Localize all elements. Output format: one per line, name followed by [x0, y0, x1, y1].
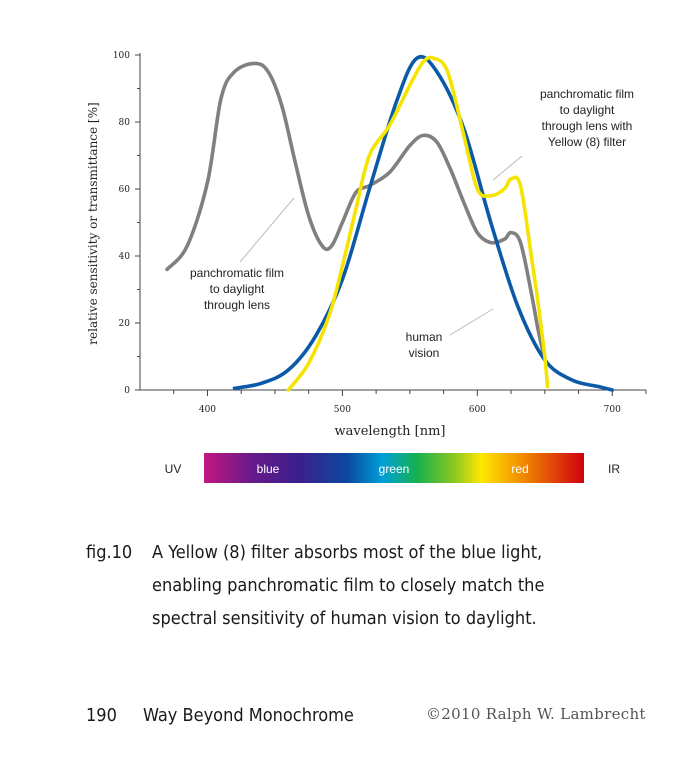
yellow-filter-annotation-line: panchromatic film [540, 87, 634, 101]
yellow-filter-leader [492, 155, 523, 181]
spectrum-label-blue: blue [257, 462, 280, 476]
page-number: 190 [86, 705, 117, 726]
spectrum-label-green: green [379, 462, 410, 476]
x-tick-label: 500 [334, 405, 351, 415]
ir-label: IR [608, 462, 620, 476]
spectrum-gradient [204, 453, 584, 483]
axes: 0 20 40 60 80 100 400 500 600 700 wavelength [nm] r… [86, 51, 647, 439]
x-tick-label: 400 [199, 405, 216, 415]
y-tick-label: 20 [119, 319, 131, 329]
panchromatic-annotation-line: panchromatic film [190, 266, 284, 280]
caption-line-3: spectral sensitivity of human vision to … [152, 608, 537, 629]
yellow-filter-annotation-line: through lens with [542, 119, 633, 133]
x-tick-label: 600 [469, 405, 486, 415]
series-layer [165, 54, 615, 392]
human-vision-leader [449, 308, 494, 336]
y-tick-label: 40 [119, 252, 131, 262]
spectrum-label-red: red [511, 462, 528, 476]
panchromatic-annotation-line: to daylight [210, 282, 265, 296]
human-vision-annotation-line: vision [409, 346, 440, 360]
caption-line-1: A Yellow (8) filter absorbs most of the … [152, 542, 543, 563]
y-tick-label: 0 [124, 386, 130, 396]
copyright: ©2010 Ralph W. Lambrecht [426, 705, 646, 723]
caption-line-2: enabling panchromatic film to closely ma… [152, 575, 545, 596]
panchromatic-leader [239, 197, 295, 263]
panchromatic-annotation-line: through lens [204, 298, 270, 312]
yellow-filter-annotation-line: Yellow (8) filter [548, 135, 626, 149]
x-axis-label: wavelength [nm] [334, 424, 445, 439]
yellow-filter-annotation-line: to daylight [560, 103, 615, 117]
figure-number: fig.10 [86, 542, 133, 563]
annotations: panchromatic film to daylight through lens… [190, 87, 634, 360]
x-tick-label: 700 [604, 405, 621, 415]
y-tick-label: 100 [113, 51, 130, 61]
uv-label: UV [165, 462, 182, 476]
human-vision-annotation-line: human [406, 330, 443, 344]
spectrum-bar: UV IR blue green red [165, 453, 620, 483]
y-tick-label: 80 [119, 118, 131, 128]
yellow-filter-curve [286, 55, 550, 392]
figure-caption: fig.10 A Yellow (8) filter absorbs most … [86, 536, 666, 635]
spectral-chart: 0 20 40 60 80 100 400 500 600 700 wavelength [nm] r… [86, 51, 647, 483]
y-axis-label: relative sensitivity or transmittance [%… [86, 102, 100, 344]
y-tick-label: 60 [119, 185, 131, 195]
book-title: Way Beyond Monochrome [143, 705, 354, 726]
